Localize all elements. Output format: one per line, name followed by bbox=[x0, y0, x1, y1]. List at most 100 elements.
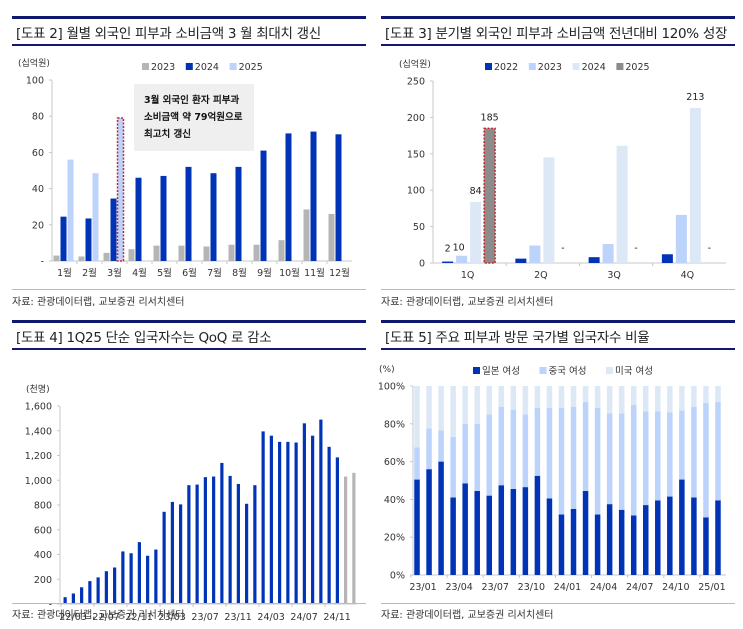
bar-중국 여성-24/06 bbox=[618, 413, 625, 510]
x-tick-label: 24/07 bbox=[626, 582, 653, 593]
bar-2024-12월 bbox=[335, 134, 342, 261]
x-tick-label: 2월 bbox=[82, 267, 97, 279]
y-tick-label: 80% bbox=[384, 419, 405, 430]
bar-중국 여성-24/03 bbox=[582, 402, 589, 491]
bar-일본 여성-24/09 bbox=[655, 500, 661, 575]
bar-2023-2월 bbox=[78, 256, 85, 261]
bar-2025-1Q bbox=[483, 127, 496, 264]
bar-미국 여성-25/01 bbox=[703, 386, 709, 404]
bar-2023-12월 bbox=[328, 213, 335, 261]
y-tick-label: 0% bbox=[390, 571, 405, 582]
bar-23/09 bbox=[212, 476, 216, 604]
x-tick-label: 23/07 bbox=[191, 612, 218, 623]
bar-2023-3Q bbox=[602, 244, 614, 263]
bar-미국 여성-24/07 bbox=[630, 386, 637, 405]
bar-미국 여성-24/12 bbox=[691, 386, 697, 407]
bar-2023-6월 bbox=[178, 245, 185, 261]
x-tick-label: 23/03 bbox=[158, 612, 185, 623]
bar-22/03 bbox=[63, 597, 67, 604]
data-label: 213 bbox=[686, 92, 704, 103]
bar-미국 여성-23/04 bbox=[450, 386, 456, 438]
bar-미국 여성-23/11 bbox=[534, 386, 541, 408]
bar-24/10 bbox=[319, 419, 323, 604]
y-tick-label: 1,200 bbox=[25, 451, 52, 462]
bar-일본 여성-24/10 bbox=[667, 496, 673, 575]
legend-swatch bbox=[572, 63, 580, 70]
bar-2024-7월 bbox=[210, 173, 217, 261]
bar-2023-3월 bbox=[103, 252, 110, 261]
y-unit-label: (%) bbox=[379, 365, 395, 375]
bar-미국 여성-24/03 bbox=[582, 386, 589, 403]
bar-미국 여성-25/02 bbox=[715, 386, 721, 403]
title-rule-bottom bbox=[12, 348, 366, 350]
x-tick-label: 23/11 bbox=[224, 612, 251, 623]
bar-일본 여성-24/07 bbox=[630, 515, 637, 575]
bar-2024-3월 bbox=[110, 198, 117, 261]
y-tick-label: 40 bbox=[32, 184, 44, 195]
y-tick-label: 1,000 bbox=[25, 476, 52, 487]
y-tick-label: 60% bbox=[384, 457, 405, 468]
chart-monthly-skin-spending: - 20 40 60 80 100 (십억원) 2023 2024 2025 1월 2월 3월 4월 5월 6… bbox=[18, 57, 352, 279]
source-note: 자료: 관광데이터랩, 교보증권 리서치센터 bbox=[12, 297, 185, 308]
bar-미국 여성-24/09 bbox=[655, 386, 661, 412]
y-tick-label: 0 bbox=[419, 259, 425, 270]
bar-24/06 bbox=[286, 441, 290, 604]
y-tick-label: 200 bbox=[34, 575, 52, 586]
bar-24/02 bbox=[253, 485, 257, 604]
legend-label: 일본 여성 bbox=[482, 365, 520, 377]
x-tick-label: 24/04 bbox=[590, 582, 617, 593]
x-tick-label: 7월 bbox=[207, 267, 222, 279]
bar-2023-11월 bbox=[303, 209, 310, 261]
legend-label: 2024 bbox=[195, 62, 219, 73]
legend-swatch bbox=[528, 63, 536, 70]
bar-23/05 bbox=[179, 504, 183, 604]
bar-미국 여성-24/05 bbox=[606, 386, 613, 414]
bar-중국 여성-23/08 bbox=[498, 406, 505, 486]
bar-25/02 bbox=[352, 472, 356, 604]
title-rule-bottom bbox=[381, 44, 735, 46]
bar-24/01 bbox=[245, 503, 249, 604]
bar-2023-9월 bbox=[253, 244, 260, 261]
bar-2025-1월 bbox=[67, 159, 74, 261]
bar-미국 여성-24/04 bbox=[594, 386, 601, 408]
y-tick-label: 60 bbox=[32, 148, 44, 159]
legend-swatch bbox=[616, 63, 624, 70]
bar-중국 여성-23/11 bbox=[534, 407, 541, 476]
bar-23/10 bbox=[220, 462, 224, 604]
bar-일본 여성-25/02 bbox=[715, 500, 721, 575]
legend-label: 중국 여성 bbox=[549, 365, 587, 377]
bar-중국 여성-23/10 bbox=[522, 414, 529, 488]
bar-2023-5월 bbox=[153, 245, 160, 261]
bar-중국 여성-23/03 bbox=[438, 430, 444, 462]
y-tick-label: 250 bbox=[407, 77, 425, 88]
x-tick-label: 5월 bbox=[157, 267, 172, 279]
x-tick-label: 12월 bbox=[329, 267, 350, 279]
x-tick-label: 4Q bbox=[681, 270, 695, 281]
bar-일본 여성-23/05 bbox=[462, 483, 468, 575]
x-tick-label: 4월 bbox=[132, 267, 147, 279]
bar-일본 여성-24/11 bbox=[679, 479, 685, 575]
title-rule-bottom bbox=[12, 44, 366, 46]
bar-중국 여성-24/11 bbox=[679, 410, 685, 480]
panel-quarterly-skin-spending: [도표 3] 분기별 외국인 피부과 소비금액 전년대비 120% 성장 0 50… bbox=[381, 16, 735, 308]
bar-22/04 bbox=[71, 593, 75, 604]
annotation-callout: 3월 외국인 환자 피부과 소비금액 약 79억원으로 최고치 갱신 bbox=[134, 84, 254, 151]
bar-중국 여성-23/07 bbox=[486, 414, 492, 496]
bar-24/07 bbox=[294, 442, 298, 604]
legend-label: 2023 bbox=[151, 62, 175, 73]
bar-2022-3Q bbox=[588, 257, 600, 263]
bar-2024-4월 bbox=[135, 177, 142, 261]
data-label: 84 bbox=[470, 186, 482, 197]
y-unit-label: (십억원) bbox=[18, 57, 50, 69]
x-tick-label: 8월 bbox=[232, 267, 247, 279]
bar-24/05 bbox=[278, 441, 282, 604]
bar-2024-8월 bbox=[235, 166, 242, 261]
bar-중국 여성-23/01 bbox=[414, 447, 420, 480]
bar-미국 여성-23/02 bbox=[426, 386, 432, 429]
y-tick-label: 1,400 bbox=[25, 426, 52, 437]
bar-2024-9월 bbox=[260, 150, 267, 261]
bar-2024-11월 bbox=[310, 131, 317, 261]
bar-24/12 bbox=[335, 457, 339, 604]
bar-일본 여성-24/01 bbox=[558, 514, 565, 575]
